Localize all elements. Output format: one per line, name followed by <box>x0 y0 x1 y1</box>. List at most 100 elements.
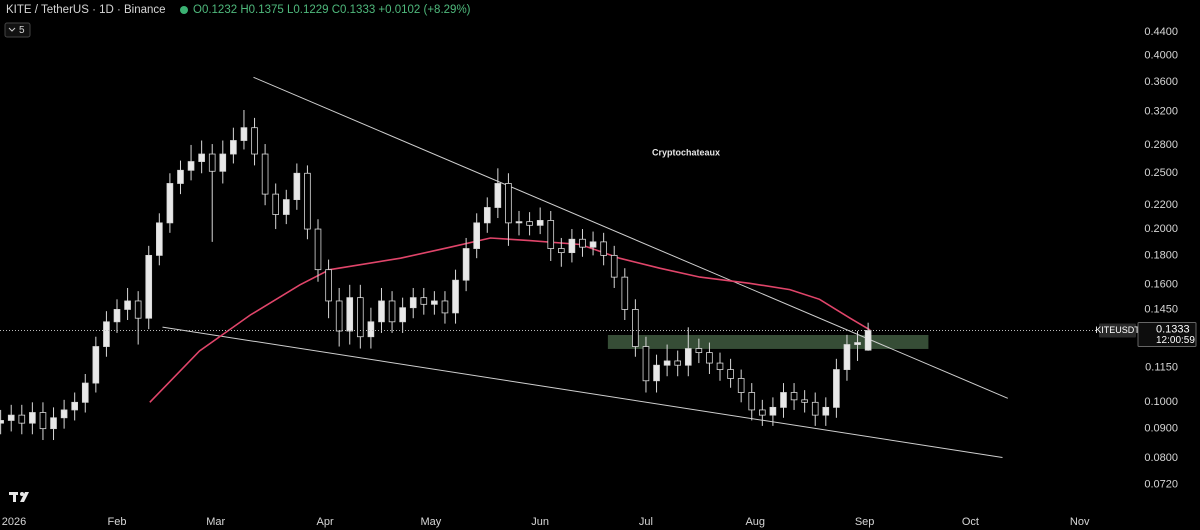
candle-body <box>558 248 565 254</box>
candle-body <box>7 414 15 421</box>
candle-body <box>208 153 216 172</box>
candle-body <box>124 300 131 310</box>
candle-body <box>378 300 385 323</box>
candle-body <box>293 172 301 201</box>
price-tag-value: 0.1333 <box>1156 323 1190 335</box>
candle-body <box>526 221 533 226</box>
y-tick-label: 0.2500 <box>1144 167 1178 179</box>
candle-body <box>92 346 100 384</box>
candle-body <box>579 238 586 248</box>
y-tick-label: 0.1800 <box>1144 249 1178 261</box>
candle-body <box>653 364 660 382</box>
candle-body <box>71 401 78 411</box>
chevron <box>8 27 16 32</box>
candle-body <box>187 161 195 171</box>
symbol-title[interactable]: KITE / TetherUS · 1D · Binance <box>6 4 166 16</box>
candle-body <box>589 241 597 248</box>
candle-body <box>780 392 787 408</box>
y-tick-label: 0.1450 <box>1144 303 1178 315</box>
candle-body <box>684 348 692 366</box>
candle-body <box>145 254 153 319</box>
candle-body <box>632 309 639 347</box>
candle-body <box>833 369 840 408</box>
price-tag-countdown: 12:00:59 <box>1156 335 1195 346</box>
candle-body <box>494 183 502 208</box>
candle-body <box>431 300 438 305</box>
trendline <box>253 76 1008 399</box>
y-tick-label: 0.2000 <box>1144 223 1178 235</box>
y-tick-label: 0.4400 <box>1144 26 1178 38</box>
y-tick-label: 0.2800 <box>1144 139 1178 151</box>
candle-body <box>854 342 861 345</box>
candle-body <box>790 392 798 401</box>
candle-body <box>346 297 354 332</box>
candle-body <box>737 378 745 393</box>
candle-body <box>811 401 819 416</box>
candle-body <box>536 220 544 226</box>
y-tick-label: 0.1000 <box>1144 396 1178 408</box>
candle-body <box>399 307 406 323</box>
candle-body <box>251 127 258 155</box>
candle-body <box>103 321 110 347</box>
market-status <box>180 6 188 14</box>
candle-body <box>304 172 311 230</box>
candle-body <box>759 409 766 416</box>
candle-body <box>409 297 417 309</box>
candle-body <box>367 321 375 338</box>
candle-body <box>801 399 808 403</box>
x-tick-label: Jun <box>531 516 549 528</box>
x-tick-label: Sep <box>855 516 875 528</box>
candle-body <box>462 248 470 281</box>
candle-body <box>706 352 713 364</box>
candle-body <box>325 269 332 302</box>
x-tick-label: Nov <box>1070 516 1090 528</box>
candle-body <box>388 300 396 323</box>
candle-body <box>357 297 364 338</box>
candle-body <box>29 412 36 424</box>
candle-body <box>282 199 290 215</box>
candle-body <box>134 300 142 319</box>
candle-body <box>610 254 618 278</box>
x-tick-label: May <box>420 516 441 528</box>
watermark: Cryptochateaux <box>652 147 720 157</box>
candle-body <box>727 369 734 379</box>
candle-body <box>663 360 671 366</box>
candle-body <box>50 417 57 430</box>
tv-logo <box>9 492 29 502</box>
candle-body <box>335 300 343 332</box>
trendline <box>162 326 1003 458</box>
y-tick-label: 0.2200 <box>1144 199 1178 211</box>
moving-average <box>149 237 871 403</box>
x-tick-label: Apr <box>317 516 334 528</box>
candle-body <box>198 153 205 162</box>
candle-body <box>716 362 724 370</box>
y-tick-label: 0.0720 <box>1144 478 1178 490</box>
candle-body <box>515 221 523 224</box>
candle-body <box>314 228 322 271</box>
candle-body <box>230 140 237 155</box>
x-tick-label: 2026 <box>2 516 26 528</box>
candle-body <box>18 414 26 424</box>
candle-body <box>473 222 481 249</box>
candle-body <box>113 309 121 323</box>
candle-body <box>642 346 650 382</box>
ohlc-values: O0.1232 H0.1375 L0.1229 C0.1333 +0.0102 … <box>193 4 471 16</box>
candle-body <box>547 220 555 249</box>
x-tick-label: Mar <box>206 516 225 528</box>
price-tag <box>1137 321 1197 347</box>
candle-body <box>81 382 89 403</box>
candle-body <box>261 153 269 195</box>
x-tick-label: Aug <box>745 516 765 528</box>
candle-body <box>219 153 227 172</box>
candle-body <box>568 238 576 254</box>
indicator-toggle[interactable] <box>4 22 31 38</box>
candle-body <box>420 297 428 305</box>
candle-body <box>674 360 682 366</box>
candle-body <box>843 344 851 370</box>
candle-body <box>156 222 163 256</box>
candle-body <box>695 348 703 354</box>
candle-body <box>39 412 47 430</box>
indicator-count: 5 <box>19 25 25 36</box>
y-tick-label: 0.3200 <box>1144 105 1178 117</box>
